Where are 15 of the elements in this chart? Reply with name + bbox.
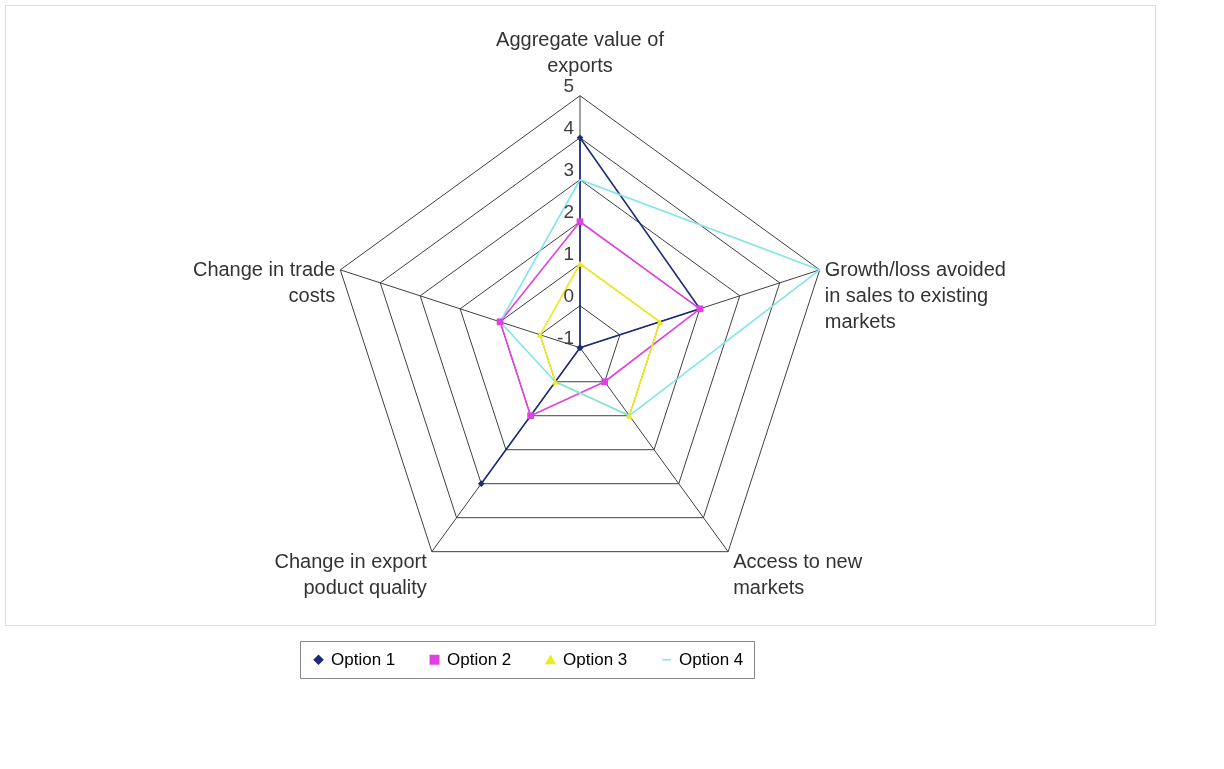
spoke-label: Change in trade costs: [192, 257, 336, 306]
spoke-label: Change in export poduct quality: [274, 549, 428, 598]
y-tick-label: 0: [563, 284, 574, 306]
spoke-label: Access to new markets: [733, 549, 863, 598]
y-tick-label: 1: [563, 242, 574, 264]
legend-label: Option 4: [679, 649, 744, 669]
y-tick-label: 4: [563, 116, 575, 138]
y-tick-label: 3: [563, 158, 574, 180]
spoke-label: Growth/loss avoided in sales to existing markets: [824, 257, 1006, 332]
y-tick-label: -1: [557, 326, 574, 348]
legend-label: Option 2: [447, 649, 512, 669]
spoke-label: Aggregate value of exports: [496, 27, 665, 76]
y-tick-label: 2: [563, 200, 574, 222]
legend-label: Option 1: [331, 649, 396, 669]
legend-label: Option 3: [563, 649, 628, 669]
